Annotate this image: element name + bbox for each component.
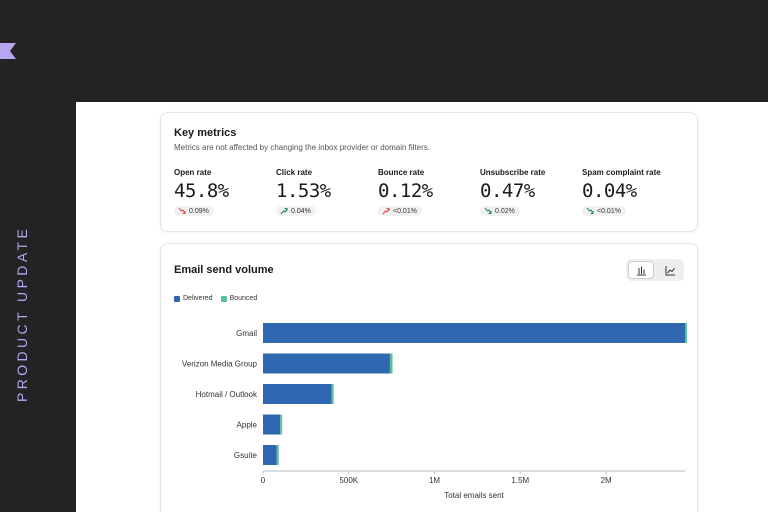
metric-delta-badge: <0.01% — [378, 206, 422, 216]
legend-item-delivered[interactable]: Delivered — [174, 295, 213, 302]
metric-value: 0.47% — [480, 180, 535, 202]
category-label: Gsuite — [234, 451, 258, 460]
key-metrics-card: Key metrics Metrics are not affected by … — [160, 112, 698, 232]
bar-delivered-hotmail-outlook — [263, 384, 332, 404]
metric-delta-badge: 0.04% — [276, 206, 316, 216]
metric-click-rate: Click rate 1.53% 0.04% — [276, 168, 376, 220]
email-send-volume-card: Email send volume Delivered Bounced — [160, 243, 698, 512]
chart-type-toggle — [626, 259, 684, 281]
product-update-label: PRODUCT UPDATE — [14, 225, 30, 402]
metric-delta: 0.02% — [495, 207, 515, 215]
email-send-volume-chart: Gmail Verizon Media Group Hotmail / Outloo… — [182, 323, 687, 500]
x-tick-label: 1.5M — [511, 476, 529, 485]
bar-delivered-gsuite — [263, 445, 277, 465]
trend-up-icon — [382, 207, 390, 215]
trend-down-icon — [484, 207, 492, 215]
bar-delivered-verizon-media-group — [263, 353, 390, 374]
bar-delivered-apple — [263, 414, 281, 435]
metric-value: 0.12% — [378, 180, 433, 202]
metric-label: Open rate — [174, 168, 212, 177]
metric-label: Unsubscribe rate — [480, 168, 546, 177]
metric-unsubscribe-rate: Unsubscribe rate 0.47% 0.02% — [480, 168, 580, 220]
legend-swatch-bounced — [220, 295, 227, 302]
metric-open-rate: Open rate 45.8% 0.09% — [174, 168, 274, 220]
metric-delta-badge: 0.09% — [174, 206, 214, 216]
x-tick-label: 0 — [261, 476, 266, 485]
metric-delta: <0.01% — [393, 207, 417, 215]
bar-bounced-gsuite — [276, 445, 279, 465]
chart-title: Email send volume — [174, 264, 274, 276]
flag-icon — [0, 43, 16, 59]
bar-chart-icon — [636, 266, 646, 275]
x-tick-label: 2M — [601, 476, 612, 485]
bar-bounced-verizon-media-group — [389, 353, 393, 374]
metric-spam-complaint-rate: Spam complaint rate 0.04% <0.01% — [582, 168, 692, 220]
metric-delta: <0.01% — [597, 207, 621, 215]
line-chart-icon — [665, 265, 675, 275]
bar-bounced-hotmail-outlook — [331, 384, 334, 404]
legend-swatch-delivered — [174, 295, 180, 302]
line-chart-toggle-button[interactable] — [657, 261, 683, 279]
bar-bounced-gmail — [685, 323, 687, 343]
metric-delta: 0.09% — [189, 207, 209, 215]
key-metrics-title: Key metrics — [174, 127, 237, 139]
category-label: Gmail — [236, 329, 257, 338]
metric-value: 1.53% — [276, 180, 331, 202]
category-label: Hotmail / Outlook — [196, 390, 258, 399]
metric-value: 0.04% — [582, 180, 637, 202]
bar-chart-toggle-button[interactable] — [628, 261, 654, 279]
left-rail: PRODUCT UPDATE — [0, 0, 76, 512]
metric-delta-badge: 0.02% — [480, 206, 520, 216]
bar-delivered-gmail — [263, 323, 685, 343]
chart-legend: Delivered Bounced — [174, 295, 257, 302]
legend-item-bounced[interactable]: Bounced — [220, 295, 258, 302]
metric-value: 45.8% — [174, 180, 229, 202]
metric-delta-badge: <0.01% — [582, 206, 626, 216]
metric-delta: 0.04% — [291, 207, 311, 215]
category-label: Verizon Media Group — [182, 360, 258, 369]
x-axis-label: Total emails sent — [444, 491, 504, 500]
legend-label-bounced: Bounced — [229, 295, 258, 302]
trend-down-icon — [586, 207, 594, 215]
metric-label: Click rate — [276, 168, 313, 177]
bar-bounced-apple — [280, 414, 283, 435]
metric-bounce-rate: Bounce rate 0.12% <0.01% — [378, 168, 478, 220]
x-tick-label: 1M — [429, 476, 440, 485]
trend-down-icon — [178, 207, 186, 215]
trend-up-icon — [280, 207, 288, 215]
legend-label-delivered: Delivered — [183, 295, 213, 302]
key-metrics-subtitle: Metrics are not affected by changing the… — [174, 143, 430, 152]
metric-label: Spam complaint rate — [582, 168, 661, 177]
x-tick-label: 500K — [339, 476, 358, 485]
category-label: Apple — [237, 421, 258, 430]
metric-label: Bounce rate — [378, 168, 425, 177]
